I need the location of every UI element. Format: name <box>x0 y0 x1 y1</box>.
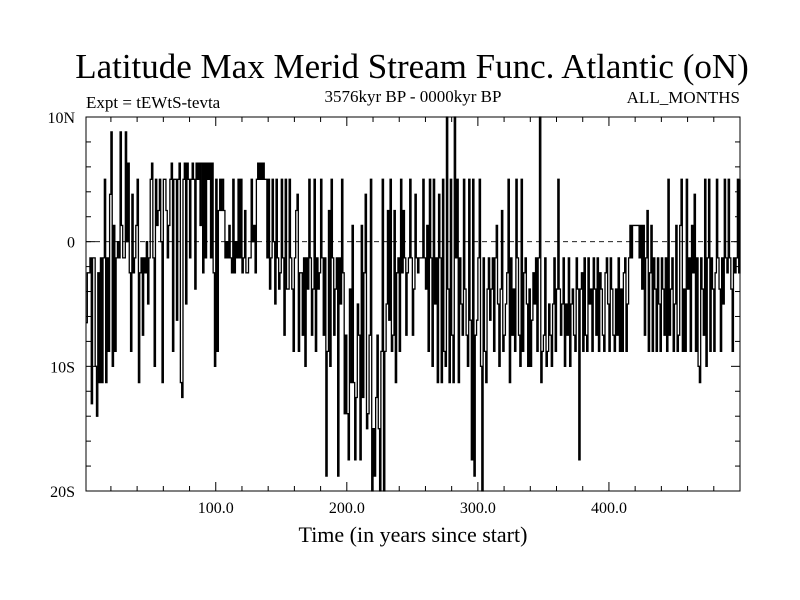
y-tick-label: 10S <box>50 359 75 376</box>
x-tick-label: 300.0 <box>460 500 496 517</box>
y-tick-label: 10N <box>47 110 75 127</box>
x-tick-label: 200.0 <box>329 500 365 517</box>
x-axis-label: Time (in years since start) <box>299 522 528 547</box>
experiment-label: Expt = tEWtS-tevta <box>86 93 221 112</box>
months-label: ALL_MONTHS <box>627 88 740 107</box>
time-range-label: 3576kyr BP - 0000kyr BP <box>325 87 502 106</box>
plot-area <box>85 116 741 492</box>
chart-title: Latitude Max Merid Stream Func. Atlantic… <box>75 47 749 86</box>
plot-frame <box>85 116 741 492</box>
y-axis: 10N 0 10S 20S <box>47 110 740 501</box>
x-axis: 100.0 200.0 300.0 400.0 <box>110 117 715 517</box>
x-tick-label: 400.0 <box>591 500 627 517</box>
series-line <box>86 116 741 492</box>
y-tick-label: 20S <box>50 484 75 501</box>
y-tick-label: 0 <box>67 235 75 252</box>
x-tick-label: 100.0 <box>198 500 234 517</box>
